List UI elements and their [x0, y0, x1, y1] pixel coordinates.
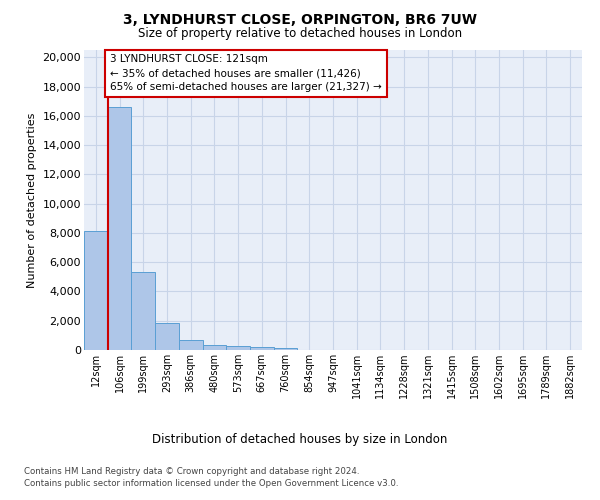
Bar — [226, 346, 250, 350]
Bar — [108, 107, 131, 350]
Text: Contains public sector information licensed under the Open Government Licence v3: Contains public sector information licen… — [24, 479, 398, 488]
Y-axis label: Number of detached properties: Number of detached properties — [27, 112, 37, 288]
Text: Distribution of detached houses by size in London: Distribution of detached houses by size … — [152, 432, 448, 446]
Bar — [131, 272, 155, 350]
Bar — [155, 323, 179, 350]
Text: Contains HM Land Registry data © Crown copyright and database right 2024.: Contains HM Land Registry data © Crown c… — [24, 468, 359, 476]
Bar — [179, 340, 203, 350]
Text: 3, LYNDHURST CLOSE, ORPINGTON, BR6 7UW: 3, LYNDHURST CLOSE, ORPINGTON, BR6 7UW — [123, 12, 477, 26]
Bar — [274, 348, 298, 350]
Text: Size of property relative to detached houses in London: Size of property relative to detached ho… — [138, 28, 462, 40]
Bar — [203, 345, 226, 350]
Text: 3 LYNDHURST CLOSE: 121sqm
← 35% of detached houses are smaller (11,426)
65% of s: 3 LYNDHURST CLOSE: 121sqm ← 35% of detac… — [110, 54, 382, 92]
Bar — [84, 232, 108, 350]
Bar — [250, 347, 274, 350]
